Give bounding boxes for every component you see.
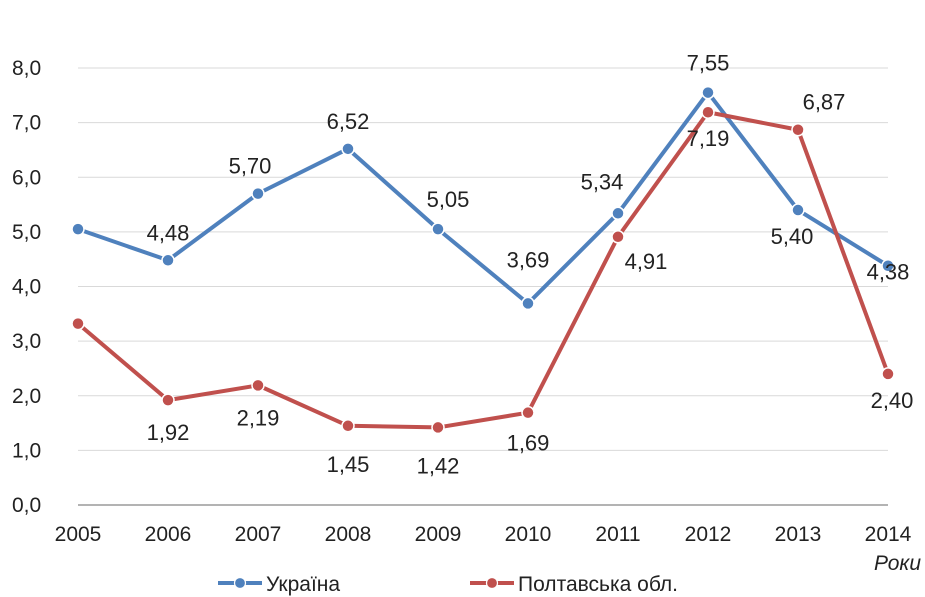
data-point bbox=[791, 122, 805, 137]
grid-lines bbox=[78, 67, 888, 506]
data-point bbox=[431, 420, 445, 435]
data-label: 4,38 bbox=[867, 260, 910, 285]
data-point bbox=[701, 85, 715, 100]
legend-swatch-marker bbox=[485, 576, 499, 590]
series-line-1 bbox=[76, 110, 890, 430]
data-point bbox=[611, 206, 625, 221]
data-label: 6,87 bbox=[803, 90, 846, 115]
y-tick-label: 6,0 bbox=[12, 166, 41, 189]
data-point bbox=[251, 186, 265, 201]
x-axis-unit-label: Роки bbox=[874, 552, 921, 575]
x-tick-label: 2013 bbox=[775, 523, 822, 546]
data-label: 5,40 bbox=[771, 224, 814, 249]
data-point bbox=[521, 296, 535, 311]
data-label: 5,70 bbox=[229, 154, 272, 179]
x-tick-label: 2011 bbox=[595, 523, 640, 546]
data-label: 6,52 bbox=[327, 109, 370, 134]
x-tick-label: 2007 bbox=[235, 523, 282, 546]
data-point bbox=[71, 316, 85, 331]
x-tick-label: 2008 bbox=[325, 523, 372, 546]
legend-entry: Полтавська обл. bbox=[518, 573, 678, 596]
data-point bbox=[341, 142, 355, 156]
data-point bbox=[341, 419, 355, 433]
x-tick-label: 2012 bbox=[685, 523, 732, 546]
data-point bbox=[161, 253, 175, 268]
data-label: 3,69 bbox=[507, 247, 550, 272]
y-tick-label: 1,0 bbox=[12, 439, 41, 462]
y-tick-label: 8,0 bbox=[12, 57, 41, 80]
y-tick-label: 5,0 bbox=[12, 221, 41, 244]
data-label: 1,45 bbox=[327, 452, 370, 477]
data-label: 7,55 bbox=[687, 51, 730, 76]
x-tick-label: 2005 bbox=[55, 523, 102, 546]
y-tick-label: 4,0 bbox=[12, 276, 41, 299]
y-tick-label: 7,0 bbox=[12, 112, 41, 135]
data-label: 7,19 bbox=[687, 126, 730, 151]
data-point bbox=[431, 222, 445, 236]
x-tick-label: 2010 bbox=[505, 523, 552, 546]
data-point bbox=[161, 393, 175, 407]
data-label: 5,34 bbox=[581, 169, 624, 194]
data-labels: 4,48 5,70 6,52 5,05 3,69 5,34 7,55 5,40 4,38 1,92… bbox=[147, 51, 914, 479]
data-point bbox=[251, 378, 265, 393]
data-point bbox=[881, 367, 895, 381]
legend-swatch-marker bbox=[233, 576, 247, 590]
data-label: 4,91 bbox=[625, 249, 668, 274]
legend-entry: Україна bbox=[266, 573, 340, 596]
y-tick-label: 2,0 bbox=[12, 385, 41, 408]
data-label: 1,69 bbox=[507, 431, 550, 456]
x-tick-label: 2006 bbox=[145, 523, 192, 546]
series-line-0 bbox=[77, 90, 890, 306]
data-point bbox=[701, 105, 715, 119]
series-lines bbox=[71, 85, 895, 435]
data-label: 2,40 bbox=[871, 388, 914, 413]
data-point bbox=[521, 405, 535, 420]
legend: Україна Полтавська обл. bbox=[218, 573, 678, 596]
axes: 0,0 1,0 2,0 3,0 4,0 5,0 6,0 7,0 8,0 2005 2006 2007 2… bbox=[12, 57, 912, 546]
data-label: 4,48 bbox=[147, 220, 190, 245]
y-tick-label: 0,0 bbox=[12, 494, 41, 517]
data-point bbox=[881, 258, 895, 273]
data-label: 2,19 bbox=[237, 405, 280, 430]
y-tick-label: 3,0 bbox=[12, 330, 41, 353]
data-label: 1,92 bbox=[147, 420, 190, 445]
data-point bbox=[611, 230, 625, 244]
data-point bbox=[791, 203, 805, 217]
data-point bbox=[71, 222, 85, 236]
data-label: 1,42 bbox=[417, 453, 460, 478]
x-tick-label: 2009 bbox=[415, 523, 462, 546]
data-label: 5,05 bbox=[427, 187, 470, 212]
x-tick-label: 2014 bbox=[865, 523, 912, 546]
